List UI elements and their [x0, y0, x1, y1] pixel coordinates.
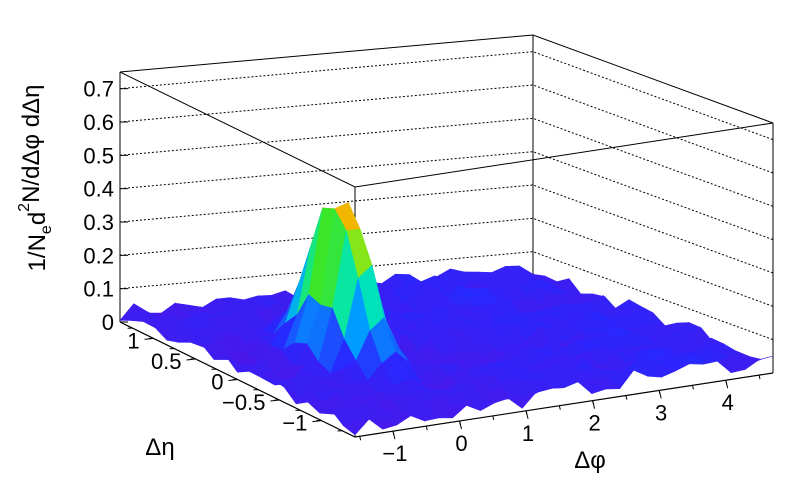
z-tick-label: 0.6: [83, 110, 114, 135]
y-tick-label: 0.5: [151, 349, 182, 374]
x-axis-title: Δφ: [574, 447, 606, 474]
x-tick-label: 2: [588, 411, 600, 436]
surface-plot: [119, 202, 774, 436]
x-minor-tick: [758, 375, 761, 380]
z-gridline: [119, 51, 774, 141]
z-tick-label: 0.2: [83, 243, 114, 268]
x-minor-tick: [592, 400, 595, 405]
x-minor-tick: [492, 415, 495, 421]
back-walls: [119, 34, 774, 437]
x-tick-label: 1: [522, 421, 534, 446]
x-tick-label: 4: [722, 390, 734, 415]
x-axis: −1 0 1 2 3 4: [359, 375, 761, 466]
z-tick-label: 0.1: [83, 277, 114, 302]
z-gridline: [119, 184, 774, 274]
z-gridline: [119, 217, 774, 307]
front-edges: [119, 321, 774, 438]
x-minor-tick: [359, 436, 362, 441]
x-tick-label: −1: [382, 441, 407, 466]
y-tick-label: −1: [282, 411, 307, 436]
wall-top-edge: [119, 34, 774, 124]
z-tick-label: 0: [102, 310, 114, 335]
x-minor-tick: [459, 420, 461, 426]
x-minor-tick: [691, 385, 694, 390]
z-tick-label: 0.4: [83, 177, 114, 202]
z-gridline: [119, 151, 774, 241]
y-tick-label: 1: [127, 328, 139, 353]
back-wall-right: [533, 35, 773, 373]
y-tick-label: 0: [211, 370, 223, 395]
z-axis: 0 0.1 0.2 0.3 0.4 0.5 0.6 0.7: [83, 77, 128, 335]
z-axis-title: 1/Ned2N/dΔφ dΔη: [16, 85, 55, 272]
z-tick-label: 0.5: [83, 143, 114, 168]
x-minor-tick: [425, 425, 428, 431]
x-tick-label: 3: [655, 400, 667, 425]
x-minor-tick: [725, 380, 728, 385]
z-tick-label: 0.3: [83, 210, 114, 235]
x-minor-tick: [525, 410, 528, 415]
x-minor-tick: [658, 390, 661, 395]
base-front-edge: [119, 321, 774, 438]
y-axis: −1 −0.50 0.5 1: [127, 327, 343, 436]
z-gridline: [119, 251, 774, 341]
x-minor-tick: [558, 405, 561, 410]
x-minor-tick: [392, 431, 395, 436]
surface-patch: [342, 418, 370, 436]
x-tick-label: 0: [455, 431, 467, 456]
back-wall-left: [120, 35, 533, 322]
y-axis-title: Δη: [145, 434, 174, 461]
y-tick-label: −0.5: [222, 390, 265, 415]
z-gridline: [119, 117, 774, 207]
z-gridline: [119, 84, 774, 174]
z-tick-label: 0.7: [83, 77, 114, 102]
x-minor-tick: [625, 395, 628, 400]
